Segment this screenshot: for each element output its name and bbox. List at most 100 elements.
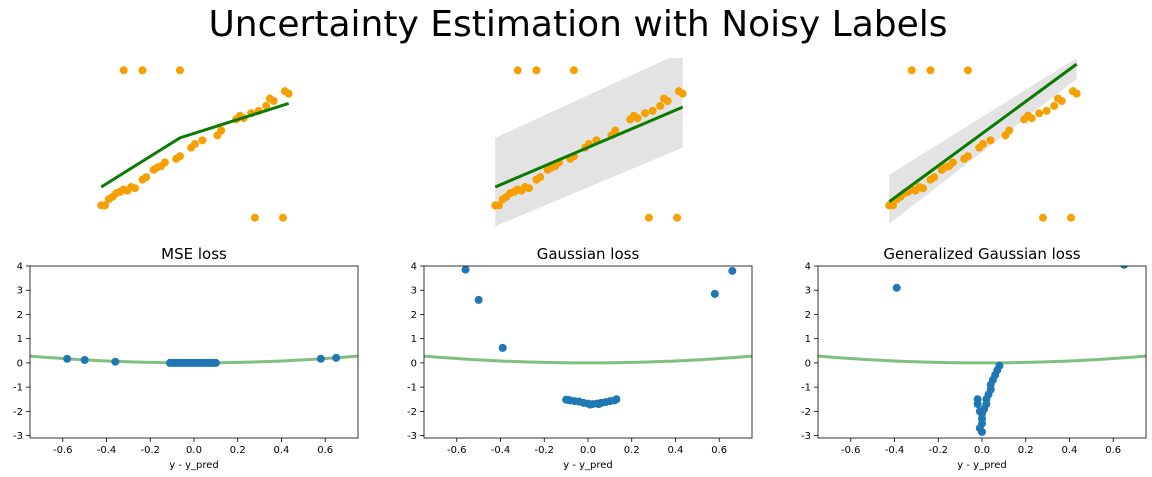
x-tick-label: 0.2 xyxy=(624,445,640,456)
data-point xyxy=(63,354,72,363)
x-tick-label: 0.4 xyxy=(668,445,684,456)
y-tick-label: 1 xyxy=(411,334,417,345)
data-point xyxy=(142,173,151,182)
x-tick-label: 0.0 xyxy=(186,445,202,456)
panel-bottom-2: -0.6 -0.4 -0.2 0.0 0.2 0.4 0.6 4 3 2 1 0 -1 -2 -3 Gauss… xyxy=(407,245,753,471)
data-point xyxy=(119,66,128,75)
x-tick-label: 0.0 xyxy=(974,445,990,456)
plot-area xyxy=(818,266,1146,436)
data-point xyxy=(1042,106,1051,115)
y-tick-label: -2 xyxy=(13,407,23,418)
y-tick-label: 4 xyxy=(805,262,811,273)
y-tick-label: 0 xyxy=(805,358,811,369)
data-point xyxy=(316,354,325,363)
subplot-title: MSE loss xyxy=(161,245,227,263)
data-point xyxy=(160,158,169,167)
data-point xyxy=(728,266,737,275)
y-tick-label: -2 xyxy=(801,407,811,418)
data-point xyxy=(586,400,595,409)
data-point xyxy=(269,97,278,105)
x-tick-label: -0.6 xyxy=(841,445,861,456)
data-point xyxy=(973,400,982,409)
data-point xyxy=(663,97,672,105)
x-tick-label: 0.4 xyxy=(274,445,290,456)
data-point xyxy=(175,152,184,161)
x-tick-label: -0.6 xyxy=(447,445,467,456)
y-tick-label: 1 xyxy=(17,334,23,345)
panel-top-2 xyxy=(491,58,687,227)
x-tick-label: -0.4 xyxy=(97,445,117,456)
data-point xyxy=(963,152,972,161)
y-tick-label: 3 xyxy=(17,286,23,297)
data-point xyxy=(978,427,986,436)
data-point xyxy=(332,353,341,362)
panel-top-1 xyxy=(97,66,293,222)
data-point xyxy=(673,213,682,222)
data-point xyxy=(198,136,207,145)
data-point xyxy=(710,289,719,298)
data-point xyxy=(633,114,642,123)
x-axis-label: y - y_pred xyxy=(957,460,1007,471)
data-point xyxy=(262,101,271,110)
fit-line xyxy=(888,62,1078,203)
axes-frame xyxy=(423,265,753,439)
loss-curve xyxy=(424,354,752,365)
data-point xyxy=(1120,266,1128,269)
subplot-title: Gaussian loss xyxy=(537,245,640,263)
fit-line xyxy=(494,105,684,189)
y-tick-label: -3 xyxy=(407,431,417,442)
data-point xyxy=(648,106,657,115)
x-tick-label: -0.6 xyxy=(53,445,73,456)
data-point xyxy=(498,343,507,352)
plot-area xyxy=(885,58,1081,224)
data-point xyxy=(611,126,620,135)
plot-area xyxy=(424,266,752,409)
data-point xyxy=(461,266,470,274)
y-tick-label: -3 xyxy=(13,431,23,442)
figure-title: Uncertainty Estimation with Noisy Labels xyxy=(208,4,947,45)
x-tick-label: -0.4 xyxy=(491,445,511,456)
x-tick-label: 0.6 xyxy=(1105,445,1121,456)
y-tick-label: 3 xyxy=(411,286,417,297)
y-tick-label: -1 xyxy=(13,383,23,394)
y-tick-label: 0 xyxy=(17,358,23,369)
data-point xyxy=(211,358,220,367)
data-point xyxy=(279,213,288,222)
y-tick-label: -2 xyxy=(407,407,417,418)
y-tick-label: 4 xyxy=(17,262,23,273)
x-tick-label: -0.2 xyxy=(929,445,949,456)
subplot-title: Generalized Gaussian loss xyxy=(883,245,1080,263)
data-point xyxy=(217,126,226,135)
x-tick-label: 0.4 xyxy=(1062,445,1078,456)
data-point xyxy=(612,395,621,404)
y-tick-label: 2 xyxy=(411,310,417,321)
data-point xyxy=(1005,126,1014,135)
data-point xyxy=(1027,114,1036,123)
data-point xyxy=(986,136,995,145)
data-point xyxy=(569,66,578,75)
data-point xyxy=(536,173,545,182)
x-tick-label: 0.0 xyxy=(580,445,596,456)
data-point xyxy=(474,295,483,304)
data-point xyxy=(644,213,653,222)
data-point xyxy=(1057,97,1066,105)
data-point xyxy=(111,357,120,366)
data-point xyxy=(250,213,259,222)
data-point xyxy=(1050,101,1059,110)
loss-curve xyxy=(818,354,1146,365)
data-point xyxy=(975,407,984,416)
data-point xyxy=(532,66,541,75)
y-tick-label: 2 xyxy=(805,310,811,321)
x-axis-label: y - y_pred xyxy=(169,460,219,471)
data-point xyxy=(963,66,972,75)
data-point xyxy=(138,66,147,75)
data-point xyxy=(888,201,897,210)
x-tick-label: -0.2 xyxy=(141,445,161,456)
data-point xyxy=(494,201,503,210)
data-point xyxy=(907,66,916,75)
y-tick-label: -1 xyxy=(801,383,811,394)
x-axis-label: y - y_pred xyxy=(563,460,613,471)
data-point xyxy=(1072,89,1081,98)
data-point xyxy=(930,173,939,182)
